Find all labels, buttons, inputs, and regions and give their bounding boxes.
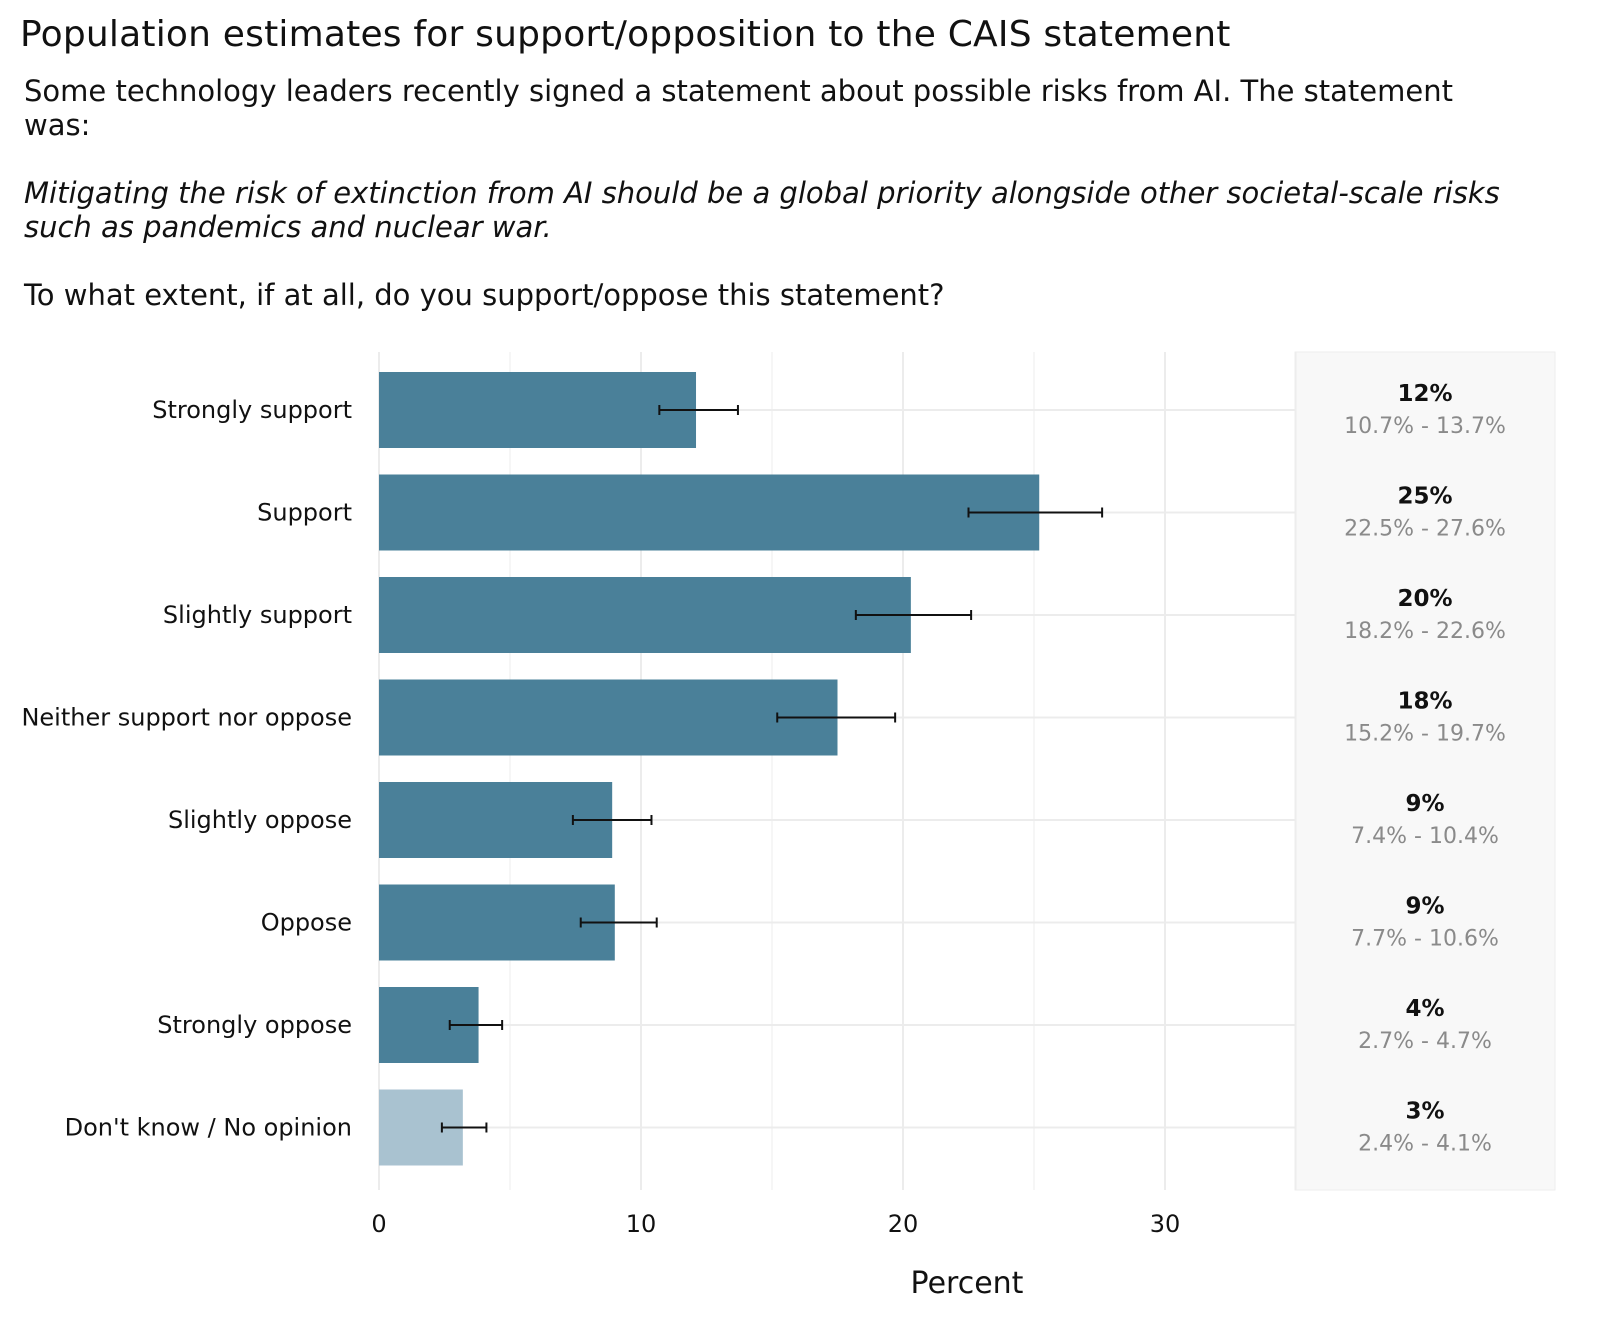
ci-label: 7.4% - 10.4% — [1351, 824, 1499, 849]
percent-label: 18% — [1397, 689, 1452, 715]
percent-label: 25% — [1397, 484, 1452, 510]
category-label: Slightly support — [163, 601, 352, 629]
percent-label: 9% — [1405, 791, 1444, 817]
category-label: Neither support nor oppose — [21, 704, 352, 732]
category-label: Support — [257, 499, 352, 527]
percent-label: 4% — [1405, 996, 1444, 1022]
bar — [379, 679, 838, 756]
label-panel — [1294, 351, 1556, 1191]
bar — [379, 884, 615, 961]
ci-label: 18.2% - 22.6% — [1344, 619, 1506, 644]
chart-subtitle: Some technology leaders recently signed … — [24, 74, 1524, 312]
category-label: Slightly oppose — [168, 806, 352, 834]
subtitle-statement: Mitigating the risk of extinction from A… — [24, 176, 1500, 244]
ci-label: 10.7% - 13.7% — [1344, 414, 1506, 439]
ci-label: 15.2% - 19.7% — [1344, 722, 1506, 747]
percent-label: 3% — [1405, 1099, 1444, 1125]
ci-label: 2.4% - 4.1% — [1358, 1132, 1492, 1157]
bar — [379, 474, 1040, 551]
category-label: Oppose — [261, 909, 352, 937]
subtitle-question: To what extent, if at all, do you suppor… — [24, 278, 945, 312]
category-label: Don't know / No opinion — [65, 1114, 352, 1142]
bar — [379, 577, 911, 653]
percent-label: 9% — [1405, 894, 1444, 920]
ci-label: 22.5% - 27.6% — [1344, 517, 1506, 542]
subtitle-intro: Some technology leaders recently signed … — [24, 74, 1453, 142]
ci-label: 7.7% - 10.6% — [1351, 927, 1499, 952]
x-axis-title: Percent — [911, 1266, 1024, 1301]
category-label: Strongly support — [152, 396, 352, 424]
x-tick-label: 20 — [888, 1210, 919, 1238]
x-tick-label: 30 — [1150, 1210, 1181, 1238]
chart-title: Population estimates for support/opposit… — [20, 14, 1231, 55]
ci-label: 2.7% - 4.7% — [1358, 1029, 1492, 1054]
percent-label: 20% — [1397, 586, 1452, 612]
category-label: Strongly oppose — [157, 1011, 352, 1039]
x-tick-label: 10 — [626, 1210, 657, 1238]
x-tick-label: 0 — [371, 1210, 386, 1238]
percent-label: 12% — [1397, 381, 1452, 407]
bar — [379, 372, 697, 448]
